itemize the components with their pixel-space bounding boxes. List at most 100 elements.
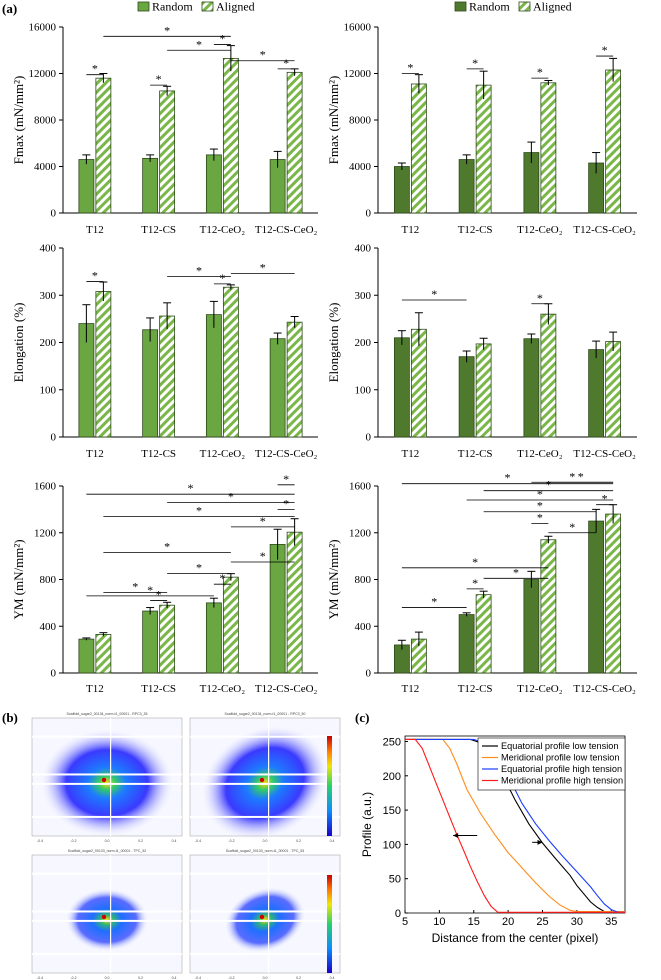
legend-swatch-random — [137, 1, 150, 12]
category-label: T12-CeO₂ — [517, 448, 563, 460]
detector-gap — [190, 919, 340, 922]
beam-center — [101, 777, 107, 783]
y-tick-label: 800 — [355, 574, 372, 586]
aligned-bar — [286, 531, 303, 674]
x-tick-label: 25 — [536, 916, 548, 928]
bar-chart-a1: 0 4000 8000 12000 16000 Fmax (mN/mm²) T12 T12-C… — [11, 0, 318, 236]
random-bar — [458, 614, 475, 674]
detector-gap — [190, 735, 340, 738]
y-tick-label: 100 — [355, 384, 372, 396]
bar-chart-a5: 0 400 800 1200 1600 YM (mN/mm²) T12 T12-CS T12-C… — [11, 472, 318, 695]
y-axis-label: Profile (a.u.) — [360, 792, 374, 857]
category-label: T12 — [402, 683, 420, 695]
detector-gap — [32, 872, 182, 875]
y-axis-label: Elongation (%) — [11, 303, 26, 383]
y-tick-label: 12000 — [29, 68, 57, 80]
image-tick-label: 0.2 — [138, 976, 143, 980]
category-label: T12-CS — [141, 224, 176, 236]
bar-chart-a6: 0 400 800 1200 1600 YM (mN/mm²) T12 T12-CS T12-C… — [326, 469, 637, 695]
beamstop-line — [268, 718, 270, 836]
random-bar — [458, 356, 475, 438]
y-tick-label: 200 — [40, 337, 57, 349]
significance-star: * — [283, 472, 289, 486]
image-tick-label: -0.4 — [195, 839, 201, 843]
y-tick-label: 1600 — [349, 481, 372, 493]
x-tick-label: 20 — [502, 916, 514, 928]
image-tick-label: -0.2 — [228, 839, 234, 843]
significance-star: * — [219, 31, 225, 45]
arrow-head — [453, 832, 459, 838]
category-label: T12-CS-CeO₂ — [573, 448, 636, 460]
image-tick-label: 0.4 — [330, 976, 335, 980]
image-tick-label: 0.4 — [172, 976, 177, 980]
significance-star: * — [569, 520, 575, 534]
significance-star: * — [431, 595, 437, 609]
significance-star: * — [196, 263, 202, 277]
legend-label-random: Random — [152, 0, 193, 14]
beam-center — [101, 914, 107, 920]
significance-star: * — [537, 65, 543, 79]
significance-star: * — [569, 469, 575, 483]
aligned-bar — [222, 286, 239, 438]
colorbar-2 — [327, 875, 332, 973]
x-tick-label: 35 — [605, 916, 617, 928]
random-bar — [205, 314, 222, 438]
significance-star: * — [537, 487, 543, 501]
random-bar — [78, 638, 95, 674]
category-label: T12-CeO₂ — [200, 448, 246, 460]
aligned-bar — [95, 634, 112, 674]
image-tick-label: 0.2 — [296, 839, 301, 843]
detector-gap — [32, 910, 182, 913]
significance-star: * — [196, 503, 202, 517]
significance-star: * — [164, 23, 170, 37]
image-tick-label: 0.0 — [263, 976, 268, 980]
category-label: T12 — [86, 683, 104, 695]
random-bar — [588, 349, 605, 438]
aligned-bar — [95, 291, 112, 438]
aligned-bar — [540, 313, 557, 438]
significance-star: * — [132, 579, 138, 593]
bar-chart-a2: 0 4000 8000 12000 16000 Fmax (mN/mm²) T12 T12-C… — [326, 0, 637, 236]
detector-gap — [32, 735, 182, 738]
y-tick-label: 50 — [389, 874, 401, 886]
beam-center — [259, 777, 265, 783]
detector-gap — [32, 773, 182, 776]
detector-gap — [32, 952, 182, 955]
image-title: Scaffold_sugar2_00134_norm-t1_00001 - RP… — [67, 712, 148, 716]
random-bar — [142, 610, 159, 674]
y-tick-label: 400 — [40, 621, 57, 633]
legend-label-3: Equatorial profile high tension — [501, 764, 622, 774]
detector-gap — [190, 952, 340, 955]
y-tick-label: 1200 — [34, 527, 57, 539]
significance-star: * — [472, 576, 478, 590]
category-label: T12-CeO₂ — [517, 683, 563, 695]
detector-gap — [190, 872, 340, 875]
significance-star: * — [260, 514, 266, 528]
random-bar — [205, 602, 222, 674]
random-bar — [269, 544, 286, 674]
significance-star: * — [92, 62, 98, 76]
image-tick-label: -0.4 — [37, 976, 43, 980]
diffraction-image-2: Scaffold_sugar2_00134_norm-t1_00001 - RP… — [189, 712, 341, 843]
legend-swatch-random — [454, 1, 467, 12]
y-tick-label: 800 — [40, 574, 57, 586]
image-tick-label: 0.0 — [105, 839, 110, 843]
significance-star: * — [196, 37, 202, 51]
y-tick-label: 0 — [366, 208, 372, 220]
significance-star: * — [283, 56, 289, 70]
random-bar — [269, 338, 286, 438]
aligned-bar — [286, 321, 303, 438]
legend-box — [477, 737, 626, 791]
image-tick-label: 0.0 — [105, 976, 110, 980]
category-label: T12 — [86, 448, 104, 460]
diffraction-image-3: Scaffold_sugar2_00133_norm-t1_00001 - TP… — [31, 849, 183, 980]
category-label: T12-CS-CeO₂ — [573, 683, 636, 695]
beamstop-line — [110, 855, 112, 973]
random-bar — [523, 338, 540, 438]
profile-line-2 — [405, 738, 625, 913]
image-tick-label: -0.2 — [70, 839, 76, 843]
significance-star: * — [164, 540, 170, 554]
beam-center — [259, 914, 265, 920]
